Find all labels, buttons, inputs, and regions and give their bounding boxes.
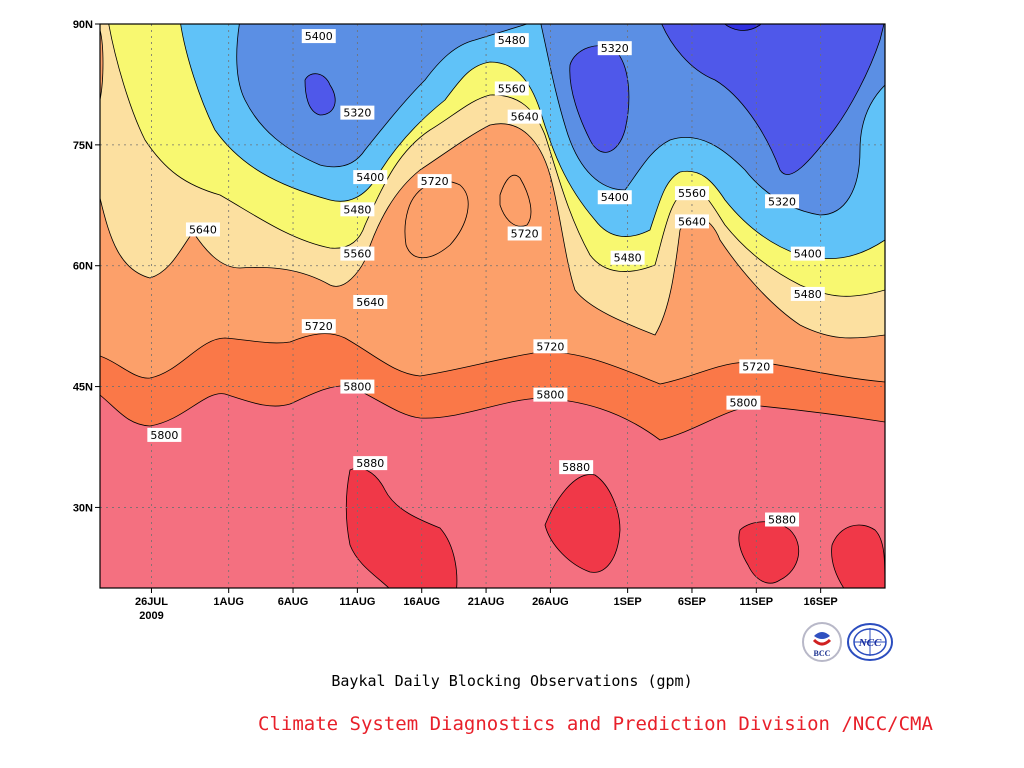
contour-label-bg — [533, 387, 568, 402]
contour-label: 5640 — [189, 223, 217, 236]
contour-label-bg — [340, 246, 375, 261]
contour-label-bg — [185, 222, 220, 237]
contour-label-bg — [417, 174, 452, 189]
contour-label-bg — [674, 214, 709, 229]
contour-fill-layer — [100, 24, 885, 588]
contour-label-bg — [353, 170, 388, 185]
x-tick-label: 16SEP — [804, 596, 838, 608]
band-5320-5400-a — [236, 24, 529, 168]
contour-label-bg — [597, 190, 632, 205]
contour-label-bg — [301, 29, 336, 44]
contour-label-bg — [790, 286, 825, 301]
contour-label-bg — [765, 194, 800, 209]
band-below-5320-c — [661, 24, 885, 175]
contour-label-bg — [790, 246, 825, 261]
contour-label-bg — [340, 105, 375, 120]
x-tick-label: 6AUG — [278, 596, 309, 608]
contour-label-bg — [765, 512, 800, 527]
contour-label: 5480 — [343, 203, 371, 216]
x-year-label: 2009 — [139, 610, 163, 622]
band-ridge-high-b — [499, 174, 532, 227]
contour-label-bg — [340, 202, 375, 217]
y-axis-ticks: 90N 75N 60N 45N 30N — [73, 19, 100, 514]
svg-text:NCC: NCC — [858, 637, 882, 649]
contour-label: 5400 — [601, 191, 629, 204]
contour-label-bg — [353, 456, 388, 471]
ncc-logo: NCC — [846, 622, 894, 662]
contour-label-bg — [610, 250, 645, 265]
contour-label-bg — [340, 379, 375, 394]
contour-label-bg — [301, 319, 336, 334]
contour-label: 5560 — [678, 187, 706, 200]
contour-label: 5640 — [678, 215, 706, 228]
x-tick-label: 11AUG — [339, 596, 375, 608]
contour-label: 5480 — [614, 252, 642, 265]
contour-label: 5720 — [305, 320, 333, 333]
x-tick-label: 21AUG — [468, 596, 505, 608]
chart-caption: Baykal Daily Blocking Observations (gpm) — [331, 672, 693, 690]
contour-labels: 5400 5480 5320 5320 5560 5640 5400 5720 5400 5560… — [147, 29, 825, 527]
bcc-logo: BCC — [802, 622, 842, 662]
y-tick-label: 75N — [73, 140, 93, 152]
contour-label: 5400 — [305, 30, 333, 43]
contour-label-bg — [494, 81, 529, 96]
contour-label-bg — [507, 226, 542, 241]
band-deep-low — [724, 24, 762, 31]
contour-label-bg — [739, 359, 774, 374]
contour-label: 5320 — [601, 42, 629, 55]
x-tick-label: 26AUG — [532, 596, 569, 608]
contour-label: 5800 — [150, 429, 178, 442]
contour-label: 5800 — [729, 397, 757, 410]
contour-label: 5480 — [794, 288, 822, 301]
credit-line: Climate System Diagnostics and Predictio… — [258, 713, 933, 735]
contour-label: 5800 — [343, 381, 371, 394]
band-above-5880-b — [544, 474, 621, 573]
x-tick-label: 11SEP — [739, 596, 773, 608]
contour-label: 5880 — [356, 457, 384, 470]
x-tick-label: 26JUL — [135, 596, 168, 608]
contour-label-bg — [353, 294, 388, 309]
contour-label-bg — [597, 41, 632, 56]
contour-label-bg — [507, 109, 542, 124]
contour-label: 5400 — [794, 248, 822, 261]
contour-label: 5880 — [562, 461, 590, 474]
x-tick-label: 16AUG — [403, 596, 440, 608]
contour-label: 5640 — [356, 296, 384, 309]
contour-label: 5480 — [498, 34, 526, 47]
contour-label-bg — [559, 460, 594, 475]
contour-label: 5320 — [343, 107, 371, 120]
x-tick-label: 6SEP — [678, 596, 706, 608]
band-below-5320-a — [304, 73, 336, 116]
y-tick-label: 45N — [73, 382, 93, 394]
y-tick-label: 30N — [73, 502, 93, 514]
y-tick-label: 90N — [73, 19, 93, 31]
contour-label: 5560 — [498, 82, 526, 95]
y-tick-label: 60N — [73, 261, 93, 273]
contour-label: 5800 — [536, 389, 564, 402]
contour-label-bg — [533, 339, 568, 354]
contour-label-bg — [726, 395, 761, 410]
band-above-5880-a — [345, 467, 458, 588]
plot-frame — [99, 23, 886, 589]
contour-label: 5560 — [343, 248, 371, 261]
contour-label: 5640 — [511, 111, 539, 124]
contour-label-bg — [147, 427, 182, 442]
x-axis-ticks: 26JUL 1AUG 6AUG 11AUG 16AUG 21AUG 26AUG 1SEP 6SE… — [135, 588, 838, 622]
x-tick-label: 1SEP — [614, 596, 642, 608]
svg-text:BCC: BCC — [814, 649, 831, 658]
contour-label: 5400 — [356, 171, 384, 184]
plot-border — [99, 23, 886, 589]
contour-label-bg — [674, 186, 709, 201]
contour-label: 5720 — [421, 175, 449, 188]
contour-label: 5720 — [536, 340, 564, 353]
contour-label-bg — [494, 33, 529, 48]
contour-label: 5720 — [742, 360, 770, 373]
contour-label: 5320 — [768, 195, 796, 208]
x-tick-label: 1AUG — [213, 596, 244, 608]
contour-label: 5880 — [768, 514, 796, 527]
contour-label: 5720 — [511, 227, 539, 240]
band-above-5880-d — [831, 524, 885, 588]
